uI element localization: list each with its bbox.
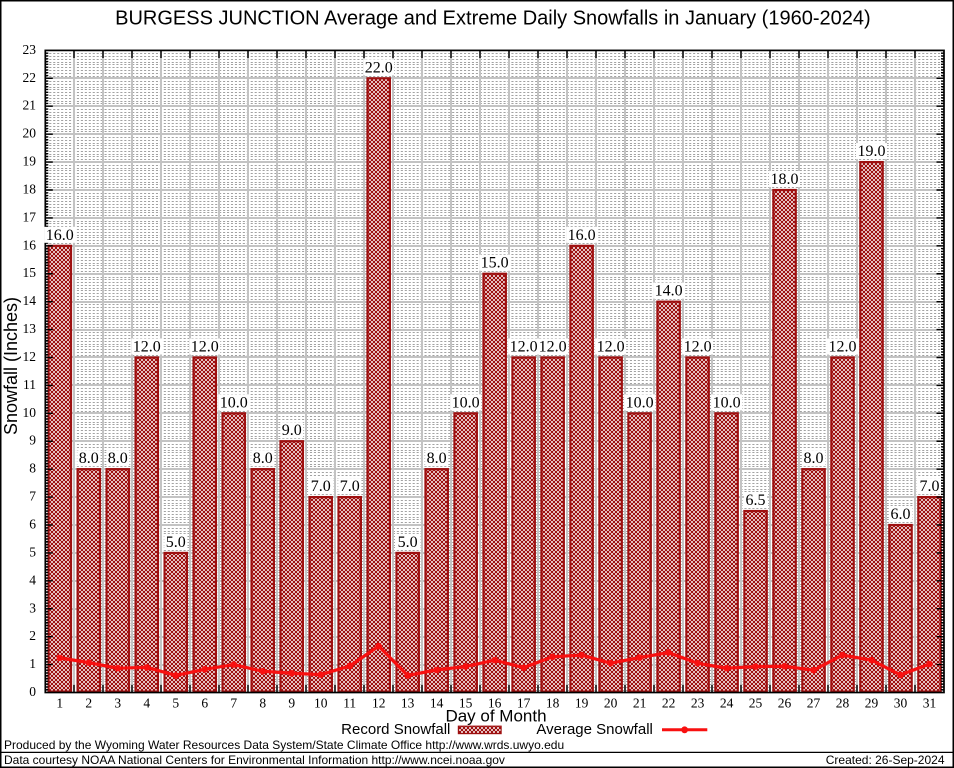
svg-text:6.0: 6.0 <box>891 506 911 523</box>
svg-text:18: 18 <box>546 696 560 711</box>
svg-text:17: 17 <box>517 696 531 711</box>
svg-text:22.0: 22.0 <box>365 59 393 76</box>
svg-text:16: 16 <box>23 237 37 252</box>
svg-text:13: 13 <box>401 696 415 711</box>
svg-text:12.0: 12.0 <box>510 338 538 355</box>
svg-text:31: 31 <box>923 696 937 711</box>
svg-text:10: 10 <box>23 405 37 420</box>
svg-text:7: 7 <box>29 489 36 504</box>
svg-text:21: 21 <box>633 696 647 711</box>
svg-text:16.0: 16.0 <box>46 227 74 244</box>
svg-text:11: 11 <box>343 696 356 711</box>
svg-text:8.0: 8.0 <box>108 450 128 467</box>
svg-text:23: 23 <box>23 42 37 57</box>
svg-text:8: 8 <box>259 696 266 711</box>
svg-text:5: 5 <box>29 544 36 559</box>
svg-text:4: 4 <box>143 696 150 711</box>
svg-text:Produced by the Wyoming Water: Produced by the Wyoming Water Resources … <box>4 738 564 752</box>
svg-text:21: 21 <box>23 98 37 113</box>
svg-text:12.0: 12.0 <box>597 338 625 355</box>
svg-text:11: 11 <box>23 377 36 392</box>
svg-text:15.0: 15.0 <box>481 255 509 272</box>
svg-text:30: 30 <box>894 696 908 711</box>
svg-text:12: 12 <box>372 696 386 711</box>
svg-text:12.0: 12.0 <box>684 338 712 355</box>
svg-text:24: 24 <box>720 696 734 711</box>
svg-text:15: 15 <box>459 696 473 711</box>
svg-text:15: 15 <box>23 265 37 280</box>
svg-text:8.0: 8.0 <box>427 450 447 467</box>
svg-text:10.0: 10.0 <box>713 394 741 411</box>
svg-text:18: 18 <box>23 181 37 196</box>
svg-text:14: 14 <box>430 696 444 711</box>
svg-text:6.5: 6.5 <box>746 492 766 509</box>
svg-text:10: 10 <box>314 696 328 711</box>
svg-text:26: 26 <box>778 696 792 711</box>
svg-text:6: 6 <box>201 696 208 711</box>
svg-text:4: 4 <box>29 572 36 587</box>
svg-text:7: 7 <box>230 696 237 711</box>
svg-text:9: 9 <box>288 696 295 711</box>
svg-text:8.0: 8.0 <box>804 450 824 467</box>
svg-text:9.0: 9.0 <box>282 422 302 439</box>
svg-text:20: 20 <box>604 696 618 711</box>
svg-text:22: 22 <box>662 696 676 711</box>
svg-text:18.0: 18.0 <box>771 171 799 188</box>
svg-text:19: 19 <box>575 696 589 711</box>
svg-text:3: 3 <box>114 696 121 711</box>
svg-text:22: 22 <box>23 70 37 85</box>
svg-text:Day of Month: Day of Month <box>445 707 546 726</box>
svg-text:16: 16 <box>488 696 502 711</box>
svg-text:16.0: 16.0 <box>568 227 596 244</box>
svg-text:6: 6 <box>29 517 36 532</box>
svg-text:10.0: 10.0 <box>220 394 248 411</box>
svg-text:25: 25 <box>749 696 763 711</box>
svg-text:Average Snowfall: Average Snowfall <box>536 721 652 738</box>
svg-text:8.0: 8.0 <box>253 450 273 467</box>
svg-text:10.0: 10.0 <box>452 394 480 411</box>
svg-text:29: 29 <box>865 696 879 711</box>
svg-text:2: 2 <box>29 628 36 643</box>
svg-text:0: 0 <box>29 684 36 699</box>
svg-text:8: 8 <box>29 461 36 476</box>
svg-text:14: 14 <box>23 293 37 308</box>
svg-text:12.0: 12.0 <box>133 338 161 355</box>
svg-text:14.0: 14.0 <box>655 283 683 300</box>
svg-text:5.0: 5.0 <box>398 534 418 551</box>
svg-text:1: 1 <box>56 696 63 711</box>
svg-text:Data courtesy NOAA National Ce: Data courtesy NOAA National Centers for … <box>4 753 505 767</box>
svg-text:19.0: 19.0 <box>858 143 886 160</box>
svg-text:23: 23 <box>691 696 705 711</box>
svg-text:9: 9 <box>29 433 36 448</box>
svg-text:7.0: 7.0 <box>340 478 360 495</box>
svg-text:7.0: 7.0 <box>920 478 940 495</box>
svg-text:Created: 26-Sep-2024: Created: 26-Sep-2024 <box>826 753 945 767</box>
svg-text:12.0: 12.0 <box>539 338 567 355</box>
svg-text:12.0: 12.0 <box>829 338 857 355</box>
svg-text:1: 1 <box>29 656 36 671</box>
svg-text:5: 5 <box>172 696 179 711</box>
svg-text:12.0: 12.0 <box>191 338 219 355</box>
svg-text:12: 12 <box>23 349 37 364</box>
svg-text:19: 19 <box>23 154 37 169</box>
svg-text:BURGESS JUNCTION Average and E: BURGESS JUNCTION Average and Extreme Dai… <box>115 8 871 30</box>
svg-text:7.0: 7.0 <box>311 478 331 495</box>
svg-text:17: 17 <box>23 209 37 224</box>
svg-text:13: 13 <box>23 321 37 336</box>
svg-text:3: 3 <box>29 600 36 615</box>
svg-text:20: 20 <box>23 126 37 141</box>
svg-text:27: 27 <box>807 696 821 711</box>
svg-text:8.0: 8.0 <box>79 450 99 467</box>
svg-text:28: 28 <box>836 696 850 711</box>
svg-text:10.0: 10.0 <box>626 394 654 411</box>
svg-text:2: 2 <box>85 696 92 711</box>
svg-text:5.0: 5.0 <box>166 534 186 551</box>
svg-text:Record Snowfall: Record Snowfall <box>341 721 450 738</box>
svg-text:Snowfall (Inches): Snowfall (Inches) <box>1 297 21 435</box>
